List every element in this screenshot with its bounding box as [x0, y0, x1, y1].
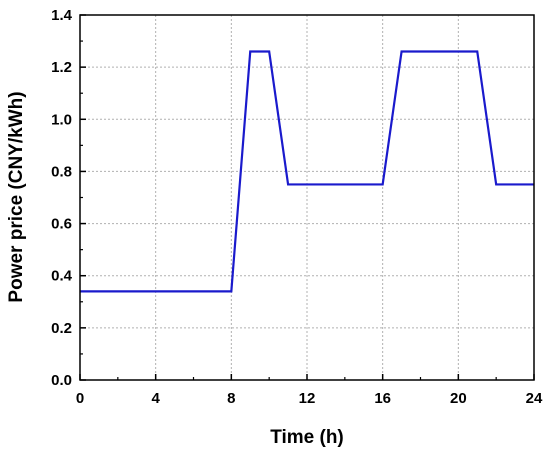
grid	[80, 15, 534, 380]
y-tick-label: 0.0	[51, 372, 72, 389]
x-tick-label: 8	[227, 390, 235, 407]
y-tick-label: 1.4	[51, 7, 73, 24]
x-tick-label: 16	[374, 390, 391, 407]
x-tick-label: 12	[299, 390, 316, 407]
plot-frame	[79, 14, 535, 381]
y-tick-label: 0.8	[51, 163, 72, 180]
x-tick-label: 0	[76, 390, 84, 407]
y-tick-label: 0.2	[51, 320, 72, 337]
y-tick-label: 0.4	[51, 268, 73, 285]
x-axis-title: Time (h)	[270, 427, 344, 448]
x-tick-label: 4	[151, 390, 160, 407]
y-tick-label: 1.2	[51, 59, 72, 76]
x-tick-label: 24	[526, 390, 543, 407]
x-tick-label: 20	[450, 390, 467, 407]
y-tick-label: 0.6	[51, 216, 72, 233]
series-layer	[80, 50, 534, 293]
price-series-line	[80, 50, 534, 293]
ticks: 0 4 8 12 16 20 24 0.0 0.2 0.4 0.6 0.8 1.0 1.2 1.4	[51, 7, 543, 407]
y-axis-title: Power price (CNY/kWh)	[6, 91, 27, 302]
y-tick-label: 1.0	[51, 111, 72, 128]
